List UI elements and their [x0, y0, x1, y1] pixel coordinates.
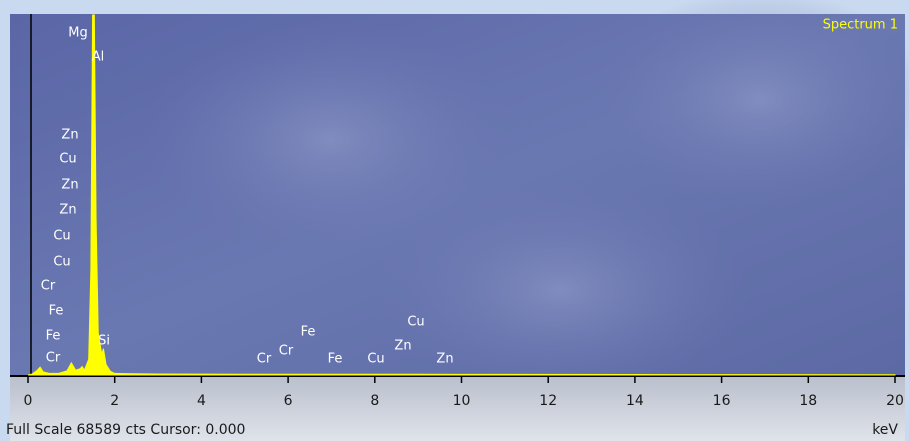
peak-label: Si: [98, 334, 110, 349]
spectrum-title: Spectrum 1: [823, 18, 898, 33]
x-tick-label: 2: [110, 393, 119, 409]
peak-label: Cr: [257, 352, 272, 367]
peak-label: Zn: [61, 128, 78, 143]
x-tick-label: 0: [24, 393, 33, 409]
peak-label: Cr: [46, 351, 61, 366]
texture: [590, 0, 909, 210]
peak-label: Cu: [53, 255, 70, 270]
peak-label: Cu: [59, 152, 76, 167]
texture: [140, 20, 520, 260]
status-text: Full Scale 68589 cts Cursor: 0.000: [6, 422, 245, 438]
peak-label: Zn: [59, 203, 76, 218]
x-tick-label: 12: [539, 393, 557, 409]
peak-label: Zn: [61, 178, 78, 193]
peak-label: Al: [92, 50, 105, 65]
x-tick-label: 20: [886, 393, 904, 409]
peak-label: Mg: [68, 26, 87, 41]
axis-strip: [10, 376, 905, 441]
x-tick-label: 4: [197, 393, 206, 409]
spectrum: [27, 14, 896, 376]
x-tick-label: 18: [799, 393, 817, 409]
peak-label: Cr: [41, 279, 56, 294]
x-tick-label: 6: [284, 393, 293, 409]
peak-label: Zn: [394, 339, 411, 354]
x-tick-label: 10: [453, 393, 471, 409]
peak-label: Cr: [279, 344, 294, 359]
x-axis-label: keV: [872, 422, 898, 438]
peak-label: Zn: [436, 352, 453, 367]
peak-label: Fe: [49, 304, 64, 319]
x-tick-label: 8: [370, 393, 379, 409]
peak-label: Cu: [367, 352, 384, 367]
x-tick-label: 14: [626, 393, 644, 409]
texture: [370, 180, 750, 400]
peak-label: Fe: [328, 352, 343, 367]
peak-label: Cu: [407, 315, 424, 330]
x-tick-label: 16: [713, 393, 731, 409]
peak-label: Cu: [53, 229, 70, 244]
peak-label: Fe: [301, 325, 316, 340]
peak-label: Fe: [46, 329, 61, 344]
